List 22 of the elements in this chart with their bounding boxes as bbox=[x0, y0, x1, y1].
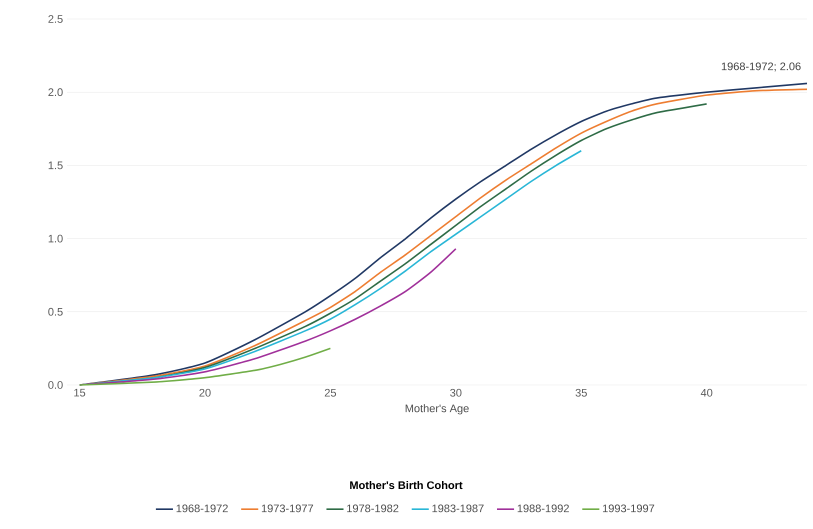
annotation: 1968-1972; 2.06 bbox=[722, 62, 801, 72]
line-series bbox=[78, 348, 332, 386]
y-tick-label: 2.0 bbox=[48, 88, 63, 96]
legend-label: 1993-1997 bbox=[602, 504, 654, 512]
legend-title: Mother's Birth Cohort bbox=[350, 481, 462, 490]
y-tick-label: 1.5 bbox=[48, 162, 63, 170]
x-axis-title: Mother's Age bbox=[406, 404, 469, 414]
x-tick-label: 35 bbox=[576, 388, 587, 397]
legend-label: 1983-1987 bbox=[432, 504, 484, 512]
legend-label: 1988-1992 bbox=[518, 504, 569, 512]
legend-label: 1973-1977 bbox=[262, 504, 314, 512]
x-tick-label: 40 bbox=[700, 388, 712, 397]
x-tick-label: 30 bbox=[450, 388, 462, 397]
legend-label: 1968-1972 bbox=[176, 504, 228, 512]
y-tick-label: 0.5 bbox=[48, 308, 63, 316]
y-tick-label: 2.5 bbox=[48, 15, 63, 23]
legend-label: 1978-1982 bbox=[347, 504, 398, 512]
y-tick-label: 1.0 bbox=[48, 234, 63, 242]
y-tick-label: 0.0 bbox=[48, 381, 63, 389]
x-tick-label: 25 bbox=[324, 388, 336, 397]
x-tick-label: 15 bbox=[74, 388, 86, 397]
x-tick-label: 20 bbox=[199, 388, 211, 397]
